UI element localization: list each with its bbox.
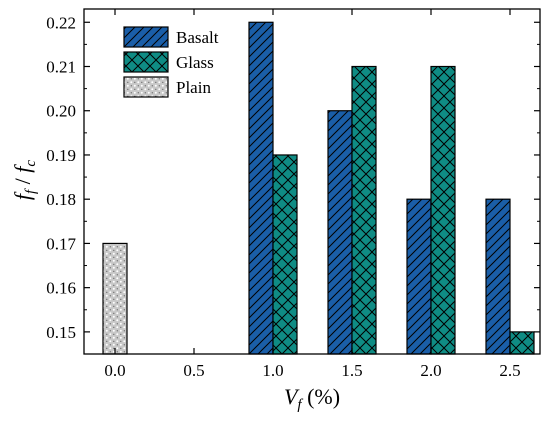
- y-axis-title: ff / fc: [10, 160, 39, 201]
- legend-swatch-glass: [123, 51, 169, 73]
- x-tick-label: 1.0: [262, 361, 283, 380]
- legend-label-basalt: Basalt: [176, 28, 219, 47]
- y-tick-label: 0.19: [46, 146, 76, 165]
- x-axis-ticks: 0.0 0.5 1.0 1.5 2.0 2.5: [104, 9, 521, 380]
- plot-frame: [83, 8, 541, 355]
- bar-glass-2.0: [430, 65, 456, 355]
- x-tick-label: 1.5: [341, 361, 362, 380]
- y-tick-label: 0.18: [46, 190, 76, 209]
- x-tick-label: 0.5: [183, 361, 204, 380]
- bar-basalt-2.0: [406, 198, 432, 355]
- y-tick-label: 0.20: [46, 102, 76, 121]
- x-tick-label: 0.0: [104, 361, 125, 380]
- bars-group: [102, 21, 535, 355]
- x-axis-title: Vf (%): [284, 384, 340, 413]
- bar-glass-2.5: [509, 331, 535, 355]
- legend-label-plain: Plain: [176, 78, 211, 97]
- y-tick-label: 0.17: [46, 234, 76, 253]
- y-tick-label: 0.21: [46, 58, 76, 77]
- bar-basalt-1.0: [248, 21, 274, 355]
- legend-label-glass: Glass: [176, 53, 214, 72]
- legend-swatch-plain: [123, 76, 169, 98]
- legend: Basalt Glass Plain: [123, 26, 219, 98]
- bar-basalt-2.5: [485, 198, 511, 355]
- bar-basalt-1.5: [327, 110, 353, 355]
- x-tick-label: 2.0: [420, 361, 441, 380]
- bar-glass-1.0: [272, 154, 298, 355]
- x-tick-label: 2.5: [499, 361, 520, 380]
- bar-plain-0.0: [102, 242, 128, 355]
- y-axis-ticks: 0.15 0.16 0.17 0.18 0.19 0.20 0.21 0.22: [46, 13, 540, 342]
- y-tick-label: 0.16: [46, 279, 76, 298]
- y-tick-label: 0.22: [46, 13, 76, 32]
- bar-glass-1.5: [351, 65, 377, 355]
- y-tick-label: 0.15: [46, 323, 76, 342]
- legend-swatch-basalt: [123, 26, 169, 48]
